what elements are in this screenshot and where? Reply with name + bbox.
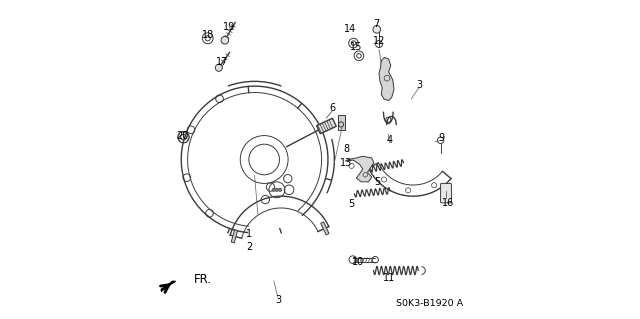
Text: 6: 6 [329, 103, 335, 114]
Polygon shape [337, 115, 344, 130]
Circle shape [373, 26, 381, 33]
Text: 12: 12 [373, 36, 385, 46]
Circle shape [221, 36, 228, 44]
Text: 20: 20 [176, 130, 188, 141]
Text: 19: 19 [223, 22, 236, 32]
Text: FR.: FR. [194, 273, 212, 286]
Text: 13: 13 [340, 158, 352, 168]
Polygon shape [379, 57, 394, 100]
Text: 3: 3 [275, 295, 281, 305]
Text: 5: 5 [374, 177, 381, 188]
Text: 7: 7 [373, 19, 380, 29]
Text: 3: 3 [416, 79, 422, 90]
Text: 8: 8 [343, 144, 349, 154]
Text: 4: 4 [387, 135, 392, 145]
Polygon shape [158, 281, 175, 292]
Text: 15: 15 [350, 42, 362, 52]
Text: 14: 14 [344, 24, 356, 34]
FancyBboxPatch shape [440, 183, 451, 203]
Polygon shape [231, 230, 237, 243]
Text: 10: 10 [352, 256, 364, 267]
Text: 16: 16 [442, 197, 454, 208]
Circle shape [275, 188, 278, 191]
Polygon shape [317, 118, 336, 134]
Text: 17: 17 [216, 57, 228, 67]
Text: 2: 2 [246, 242, 252, 252]
Text: S0K3-B1920 A: S0K3-B1920 A [397, 299, 463, 308]
Polygon shape [345, 156, 374, 182]
Text: 1: 1 [246, 229, 252, 240]
Text: 11: 11 [383, 272, 396, 283]
Text: 18: 18 [202, 30, 214, 40]
Polygon shape [321, 222, 329, 235]
Circle shape [215, 64, 222, 71]
Text: 5: 5 [348, 199, 355, 209]
Circle shape [272, 188, 275, 191]
Text: 9: 9 [439, 133, 445, 143]
Circle shape [278, 188, 282, 191]
